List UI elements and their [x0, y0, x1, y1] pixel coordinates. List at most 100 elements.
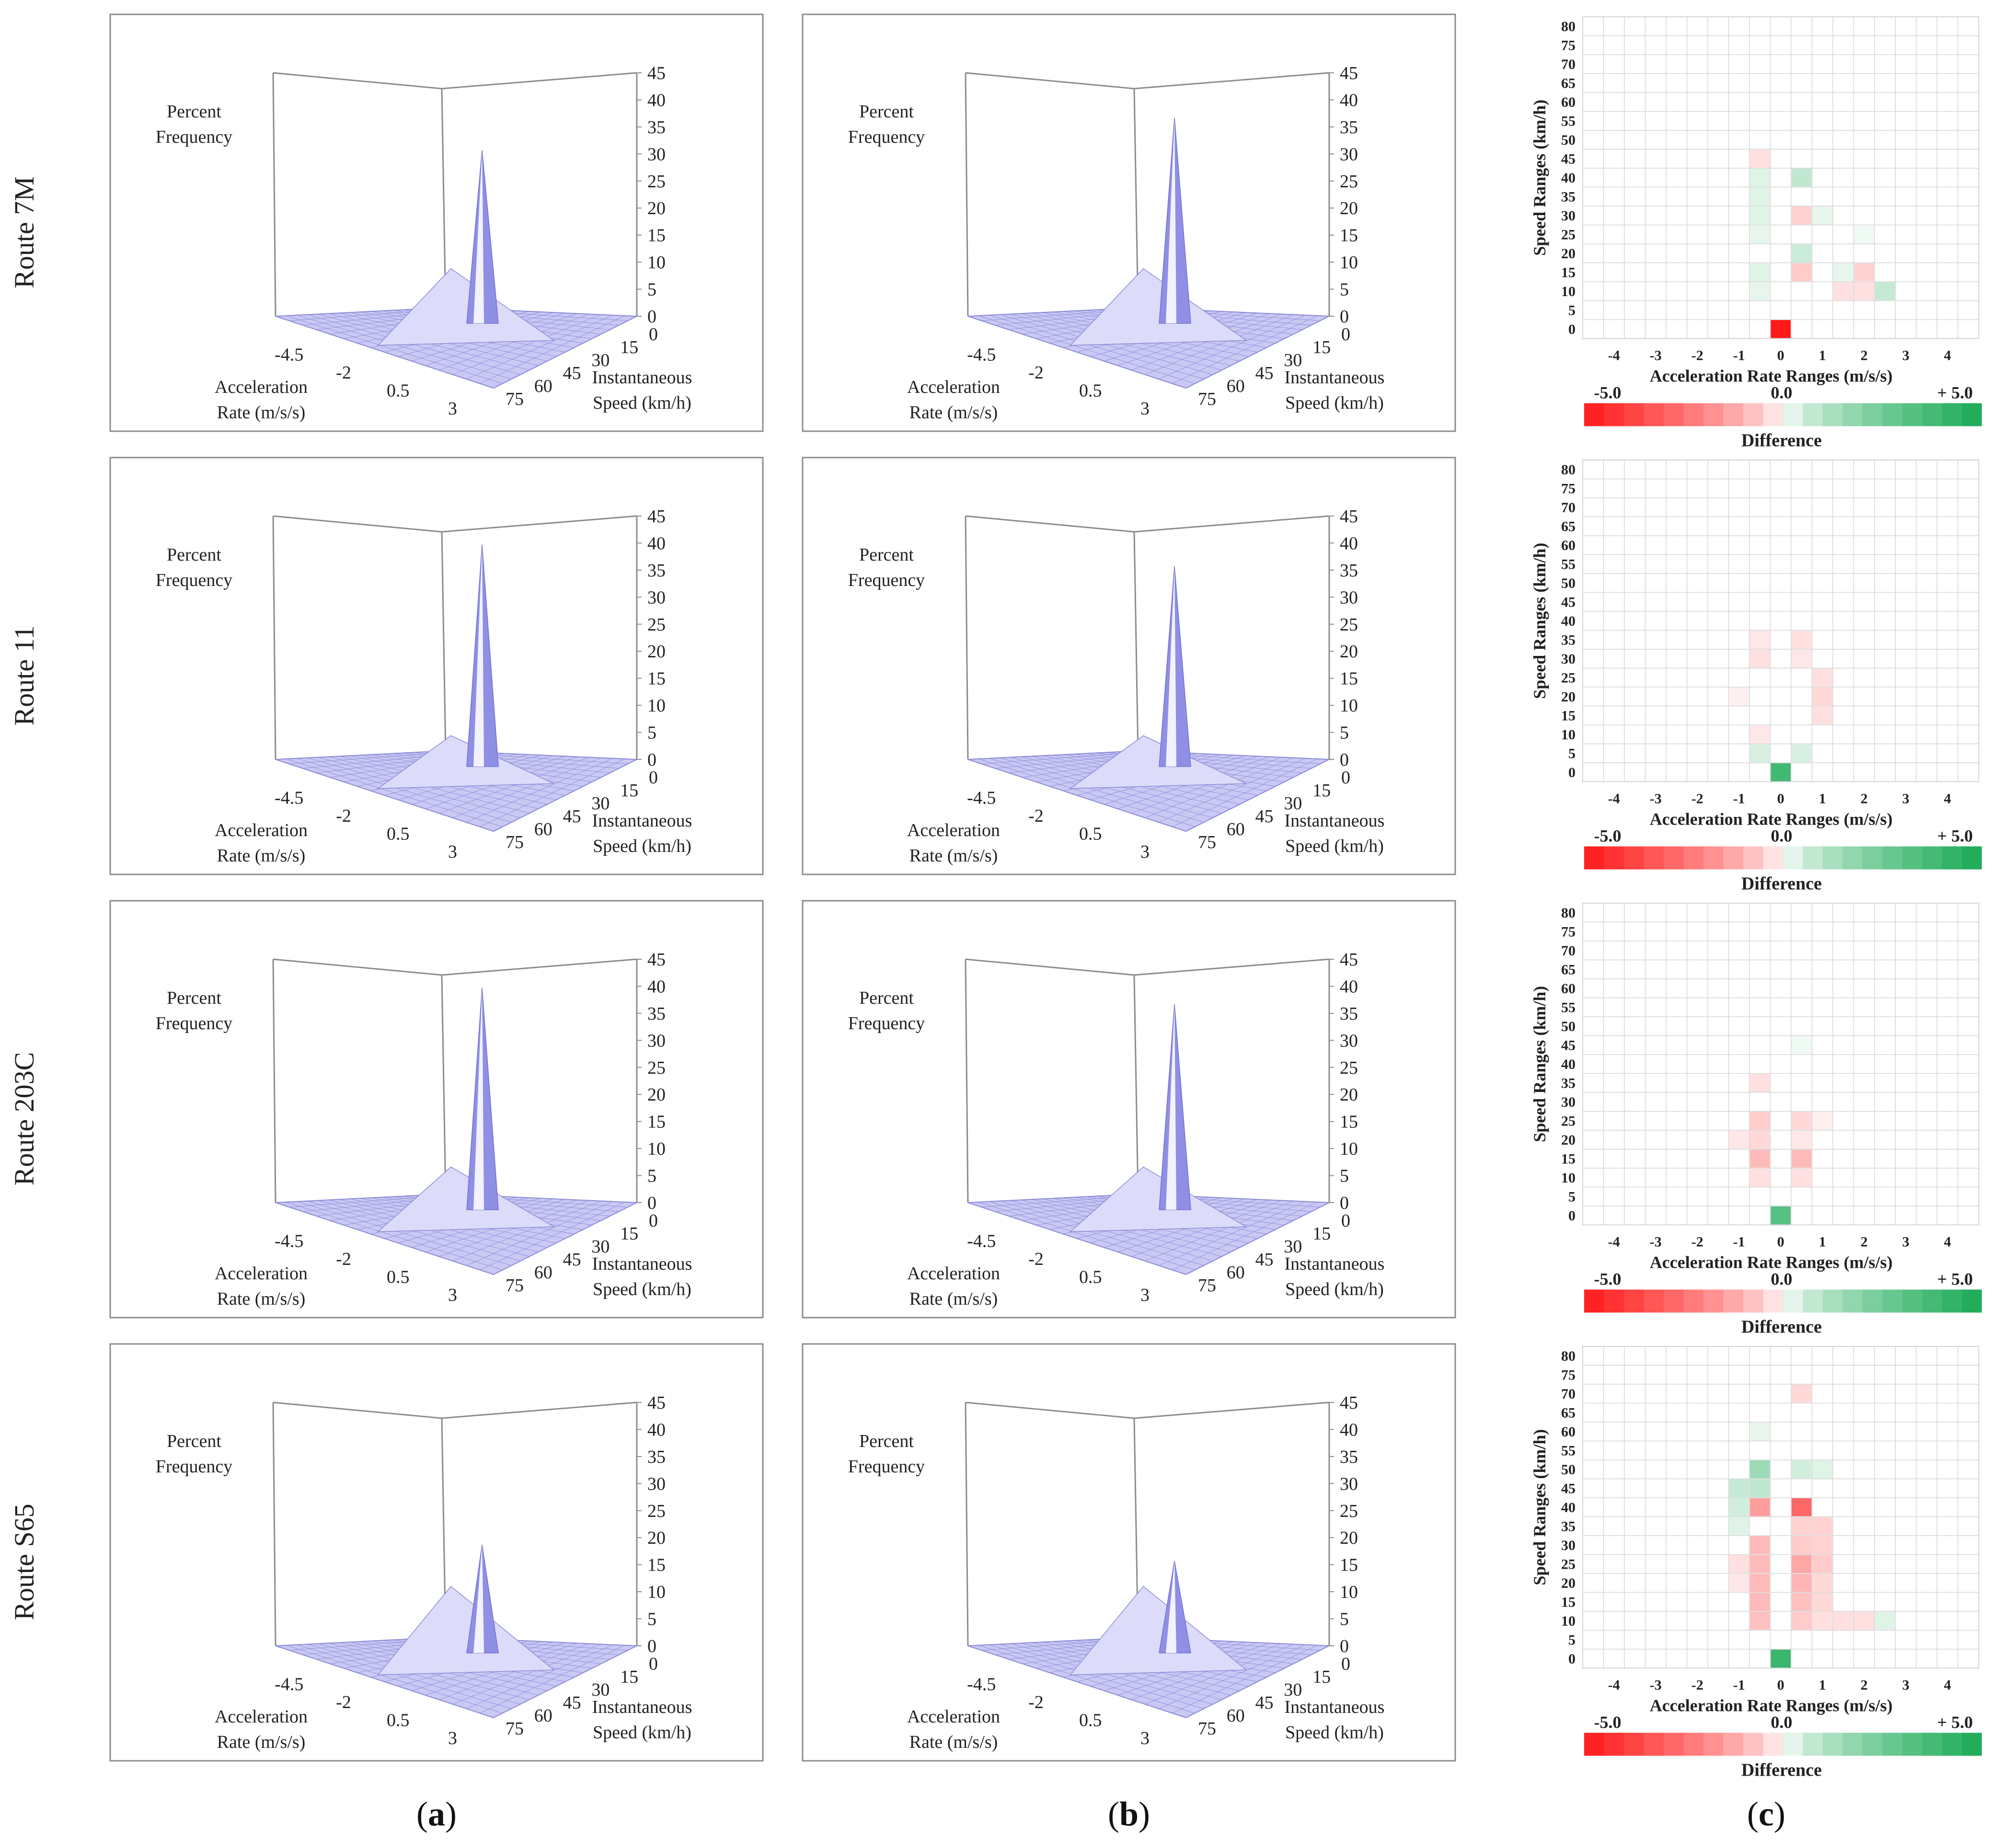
legend-segment: [1743, 1289, 1763, 1313]
legend-segment: [1703, 1733, 1724, 1756]
legend-segment: [1962, 846, 1982, 870]
floor-grid-line: [286, 758, 503, 827]
legend-segment: [1644, 1733, 1664, 1756]
heatmap-y-tick: 10: [1561, 1613, 1576, 1629]
heatmap-plot-area: [1582, 459, 1979, 782]
speed-tick-label: 15: [1312, 337, 1331, 357]
z-tick-label: 35: [1340, 1447, 1358, 1467]
surface-panel: 051015202530354045-4.5-20.5301530456075P…: [109, 13, 764, 432]
heatmap-y-tick: 10: [1561, 1170, 1576, 1186]
speed-tick-label: 0: [649, 324, 658, 344]
z-tick-label: 35: [1340, 561, 1358, 581]
heatmap-cell: [1812, 1517, 1832, 1535]
speed-tick-label: 45: [563, 1250, 581, 1270]
heatmap-y-tick: 55: [1561, 999, 1576, 1015]
heatmap-y-tick: 80: [1561, 19, 1576, 34]
secondary-mound: [1069, 735, 1247, 789]
z-axis-label: Percent: [859, 545, 914, 565]
z-tick-label: 40: [1340, 533, 1358, 553]
heatmap-y-title: Speed Ranges (km/h): [1530, 543, 1549, 699]
heatmap-y-tick: 25: [1561, 227, 1576, 242]
legend-segment: [1664, 1289, 1684, 1313]
legend-segment: [1863, 403, 1883, 426]
z-tick-label: 35: [647, 1447, 666, 1467]
z-tick-label: 10: [647, 1582, 666, 1602]
heatmap-cell: [1729, 1498, 1749, 1516]
heatmap-cell: [1729, 1479, 1749, 1497]
speed-axis-label: Instantaneous: [1285, 811, 1385, 831]
z-tick-label: 35: [1340, 1004, 1358, 1024]
heatmap-y-tick: 35: [1561, 1075, 1576, 1091]
accel-tick-label: 0.5: [387, 1267, 410, 1287]
z-tick-label: 0: [1340, 1193, 1349, 1213]
accel-tick-label: 3: [1140, 1728, 1150, 1748]
heatmap-y-tick: 10: [1561, 727, 1576, 743]
speed-axis-label: Speed (km/h): [593, 1279, 691, 1299]
legend-segment: [1823, 846, 1843, 870]
z-tick-label: 45: [1340, 506, 1358, 527]
legend-segment: [1842, 403, 1863, 426]
floor-grid-line: [297, 1201, 512, 1266]
legend-segment: [1703, 846, 1724, 870]
legend-segment: [1962, 1733, 1982, 1756]
z-tick-label: 15: [1340, 1555, 1358, 1575]
heatmap-cell: [1771, 763, 1791, 781]
accel-tick-label: -4.5: [275, 345, 303, 365]
heatmap-y-tick: 20: [1561, 1132, 1576, 1148]
accel-tick-label: -2: [1028, 363, 1044, 383]
heatmap-cell: [1750, 1149, 1770, 1168]
heatmap-cell: [1750, 1498, 1770, 1516]
heatmap-cell: [1792, 1574, 1812, 1592]
speed-tick-label: 15: [1312, 1667, 1331, 1687]
heatmap-cell: [1792, 1517, 1812, 1535]
route-label: Route 7M: [9, 176, 40, 288]
heatmap-cell: [1750, 1479, 1770, 1497]
speed-tick-label: 75: [506, 1719, 524, 1739]
heatmap-y-tick: 10: [1561, 284, 1576, 299]
heatmap-y-tick: 65: [1561, 75, 1576, 91]
z-tick-label: 30: [1340, 1031, 1358, 1051]
legend-segment: [1942, 1289, 1962, 1313]
z-tick-label: 10: [647, 253, 666, 273]
floor-grid-line: [286, 1645, 503, 1714]
heatmap-x-tick: 4: [1944, 1677, 1951, 1693]
heatmap-y-tick: 60: [1561, 1424, 1576, 1440]
back-top-edge: [273, 958, 442, 976]
speed-tick-label: 30: [1284, 350, 1302, 370]
peak-highlight: [1166, 1004, 1177, 1210]
z-axis-label: Percent: [859, 1431, 914, 1451]
z-tick-label: 5: [1340, 1609, 1349, 1630]
z-axis-label: Frequency: [848, 1013, 925, 1033]
back-corner-edge: [441, 531, 447, 751]
legend-segment: [1842, 1733, 1863, 1756]
legend-segment: [1743, 403, 1763, 426]
speed-axis-label: Instantaneous: [1285, 367, 1385, 388]
accel-tick-label: -2: [336, 806, 351, 826]
column-label: (c): [1747, 1795, 1785, 1833]
legend-segment: [1842, 846, 1863, 870]
z-tick-label: 25: [1340, 615, 1358, 635]
heatmap-y-tick: 35: [1561, 632, 1576, 648]
z-tick-label: 10: [647, 696, 666, 716]
accel-tick-label: -2: [1028, 806, 1044, 826]
back-corner-edge: [1133, 531, 1139, 751]
heatmap-cell: [1792, 650, 1812, 668]
heatmap-cell: [1729, 1517, 1749, 1535]
z-tick-label: 20: [647, 1528, 666, 1548]
z-tick-label: 40: [647, 1420, 666, 1440]
heatmap-y-title: Speed Ranges (km/h): [1530, 986, 1549, 1142]
z-tick-label: 0: [1340, 1636, 1349, 1656]
heatmap-x-tick: 4: [1944, 791, 1951, 807]
legend-segment: [1823, 1733, 1843, 1756]
z-tick-label: 15: [647, 669, 666, 689]
legend-title: Difference: [1741, 431, 1822, 451]
legend-segment: [1624, 1289, 1644, 1313]
heatmap-y-tick: 45: [1561, 151, 1576, 167]
floor-grid-line: [989, 1201, 1204, 1266]
heatmap-plot-area: [1582, 1346, 1979, 1669]
speed-tick-label: 75: [1198, 1719, 1216, 1739]
legend-segment: [1604, 403, 1624, 426]
legend-segment: [1644, 1289, 1664, 1313]
heatmap-x-tick: -3: [1650, 1677, 1662, 1693]
